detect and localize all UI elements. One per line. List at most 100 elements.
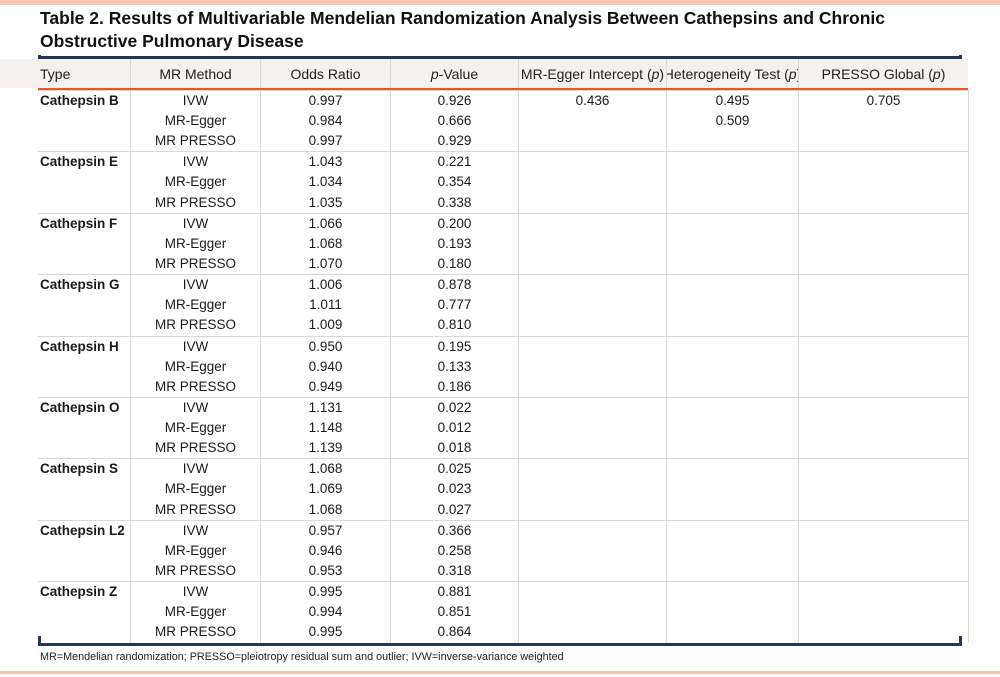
mr-method-value: MR-Egger [164, 481, 227, 497]
heterogeneity-test-value [667, 275, 798, 295]
presso-global-value [799, 561, 968, 581]
odds-ratio-value: 0.995 [308, 624, 343, 640]
heterogeneity-test-value [667, 398, 798, 418]
mr-method-cell: IVW MR-Egger MR PRESSO [130, 397, 260, 459]
odds-ratio-cell: 1.068 1.069 1.068 [260, 459, 390, 520]
empty-line [38, 622, 130, 642]
table-row-group: Cathepsin G IVW MR-Egger MR PRESSO 1.006… [38, 274, 968, 336]
mr-egger-intercept-value [519, 459, 666, 479]
p-value: 0.318 [437, 562, 472, 578]
presso-global-value [799, 479, 968, 499]
presso-global-cell [798, 397, 968, 459]
presso-global-value [799, 398, 968, 418]
heterogeneity-test-value [667, 357, 798, 377]
mr-method-value: IVW [182, 584, 209, 600]
cathepsin-type-label: Cathepsin H [40, 338, 119, 354]
column-header-presso-global: PRESSO Global (p) [798, 59, 968, 88]
mr-method-value: MR-Egger [164, 604, 227, 620]
odds-ratio-value: 1.148 [308, 420, 343, 436]
heterogeneity-test-value [667, 438, 798, 458]
column-header-mr-method: MR Method [130, 59, 260, 88]
odds-ratio-value: 0.994 [308, 604, 343, 620]
header-underline-rule [38, 88, 968, 90]
type-cell: Cathepsin G [38, 275, 130, 335]
empty-line [38, 418, 130, 438]
presso-global-value [799, 500, 968, 520]
mr-method-value: MR-Egger [164, 542, 227, 558]
p-value: 0.929 [437, 133, 472, 149]
mr-egger-intercept-value [519, 193, 666, 213]
p-value: 0.018 [437, 440, 472, 456]
presso-global-value [799, 622, 968, 642]
mr-egger-intercept-value [519, 377, 666, 397]
type-cell: Cathepsin O [38, 398, 130, 458]
heterogeneity-test-cell [666, 336, 798, 397]
mr-method-cell: IVW MR-Egger MR PRESSO [130, 336, 260, 397]
mr-egger-intercept-cell [518, 213, 666, 275]
empty-line [38, 131, 130, 151]
presso-global-value: 0.705 [866, 93, 901, 108]
mr-egger-intercept-value [519, 337, 666, 357]
p-value: 0.881 [437, 584, 472, 600]
heterogeneity-test-value [667, 152, 798, 172]
odds-ratio-value: 1.043 [308, 154, 343, 170]
odds-ratio-cell: 1.066 1.068 1.070 [260, 213, 390, 275]
odds-ratio-value: 1.034 [308, 174, 343, 190]
odds-ratio-value: 1.069 [308, 481, 343, 497]
odds-ratio-value: 0.997 [308, 93, 343, 108]
cathepsin-type-label: Cathepsin E [40, 154, 119, 170]
column-header-type: Type [38, 59, 130, 88]
mr-egger-intercept-cell [518, 152, 666, 213]
presso-global-value [799, 234, 968, 254]
header-label: ) [797, 66, 798, 82]
header-label-italic: p [651, 65, 660, 82]
header-label: MR Method [159, 65, 232, 82]
mr-method-value: IVW [182, 93, 209, 108]
p-value: 0.878 [437, 277, 472, 293]
heterogeneity-test-value [667, 172, 798, 192]
odds-ratio-value: 1.131 [308, 399, 343, 415]
mr-method-value: MR-Egger [164, 235, 227, 251]
heterogeneity-test-value [667, 602, 798, 622]
odds-ratio-value: 1.009 [308, 317, 343, 333]
cathepsin-type-label: Cathepsin L2 [40, 522, 125, 538]
heterogeneity-test-cell: 0.495 0.509 [666, 91, 798, 152]
mr-method-value: MR PRESSO [154, 133, 236, 149]
mr-method-value: MR PRESSO [154, 317, 236, 333]
p-value: 0.851 [437, 604, 472, 620]
mr-method-value: MR PRESSO [154, 562, 236, 578]
presso-global-value [799, 152, 968, 172]
p-value-cell: 0.926 0.666 0.929 [390, 91, 518, 152]
empty-line [38, 172, 130, 192]
table-title: Table 2. Results of Multivariable Mendel… [40, 8, 886, 51]
heterogeneity-test-cell [666, 275, 798, 336]
mr-method-cell: IVW MR-Egger MR PRESSO [130, 520, 260, 582]
heterogeneity-test-cell [666, 152, 798, 213]
type-cell: Cathepsin B [38, 91, 130, 151]
bottom-rule [38, 643, 962, 646]
type-cell: Cathepsin S [38, 459, 130, 519]
heterogeneity-test-value: 0.509 [715, 113, 750, 129]
odds-ratio-value: 1.070 [308, 255, 343, 271]
header-label-italic: p [932, 65, 941, 82]
mr-egger-intercept-value [519, 152, 666, 172]
odds-ratio-value: 1.006 [308, 277, 343, 293]
mr-method-value: MR-Egger [164, 113, 227, 129]
p-value: 0.186 [437, 378, 472, 394]
table-row-group: Cathepsin E IVW MR-Egger MR PRESSO 1.043… [38, 151, 968, 213]
p-value: 0.926 [437, 93, 472, 108]
table-row-group: Cathepsin F IVW MR-Egger MR PRESSO 1.066… [38, 212, 968, 275]
heterogeneity-test-value [667, 337, 798, 357]
presso-global-cell [798, 275, 968, 336]
type-cell: Cathepsin H [38, 337, 130, 397]
mr-method-value: IVW [182, 277, 209, 293]
cathepsin-type-label: Cathepsin F [40, 215, 118, 231]
mr-egger-intercept-value: 0.436 [575, 93, 610, 108]
odds-ratio-value: 1.068 [308, 501, 343, 517]
odds-ratio-value: 0.995 [308, 584, 343, 600]
header-label: ) [659, 65, 665, 82]
p-value: 0.022 [437, 399, 472, 415]
odds-ratio-cell: 0.957 0.946 0.953 [260, 520, 390, 582]
heterogeneity-test-value [667, 193, 798, 213]
heterogeneity-test-cell [666, 397, 798, 459]
